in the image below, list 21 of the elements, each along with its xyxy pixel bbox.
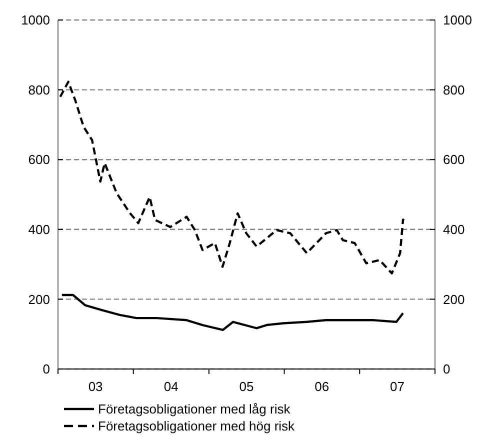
legend-label: Företagsobligationer med låg risk (98, 402, 291, 417)
x-tick-label: 06 (314, 379, 330, 394)
y-tick-label: 0 (42, 362, 50, 377)
y-tick-label: 800 (28, 82, 50, 98)
x-tick-label: 05 (239, 379, 254, 394)
x-tick-label: 07 (390, 379, 404, 394)
y2-tick-label: 800 (443, 82, 465, 98)
y-tick-label: 400 (28, 222, 50, 237)
y2-tick-label: 600 (443, 152, 465, 168)
y2-tick-label: 200 (443, 292, 465, 307)
y2-tick-label: 1000 (443, 12, 472, 28)
y-tick-label: 200 (28, 292, 50, 307)
line-series (60, 294, 404, 332)
y2-tick-label: 0 (443, 362, 450, 377)
legend-label: Företagsobligationer med hög risk (98, 418, 296, 434)
y-tick-label: 1000 (21, 12, 50, 28)
y2-tick-label: 400 (443, 222, 465, 237)
x-tick-label: 03 (88, 379, 103, 394)
x-tick-label: 04 (164, 379, 178, 394)
y-tick-label: 600 (28, 152, 50, 168)
line-series (59, 80, 405, 274)
